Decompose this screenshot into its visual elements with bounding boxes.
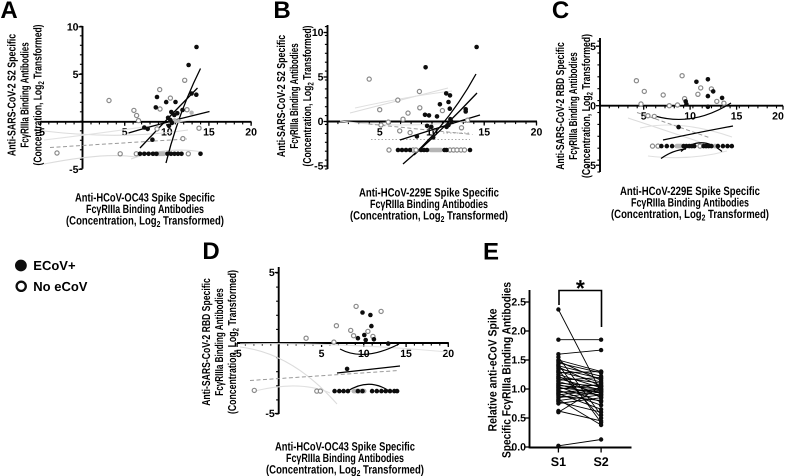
svg-text:FcγRIIIa Binding Antibodies: FcγRIIIa Binding Antibodies xyxy=(19,42,31,147)
svg-text:20: 20 xyxy=(531,127,543,139)
svg-text:5: 5 xyxy=(318,72,324,84)
svg-text:5: 5 xyxy=(590,41,596,53)
svg-text:Anti-HCoV-229E Spike Specific: Anti-HCoV-229E Spike Specific xyxy=(359,186,499,200)
svg-text:FcγRIIIa Binding Antibodies: FcγRIIIa Binding Antibodies xyxy=(286,451,404,465)
svg-text:S1: S1 xyxy=(551,455,566,469)
svg-text:20: 20 xyxy=(772,111,784,123)
svg-text:Anti-HCoV-229E Spike Specific: Anti-HCoV-229E Spike Specific xyxy=(620,184,760,198)
svg-text:ECoV+: ECoV+ xyxy=(33,258,76,273)
svg-text:(Concentration, Log2 Transform: (Concentration, Log2 Transformed) xyxy=(611,207,769,223)
svg-text:Anti-HCoV-OC43 Spike Specific: Anti-HCoV-OC43 Spike Specific xyxy=(275,440,415,454)
svg-text:10: 10 xyxy=(67,22,79,34)
svg-text:15: 15 xyxy=(731,111,743,123)
svg-text:5: 5 xyxy=(641,111,647,123)
svg-text:B: B xyxy=(273,0,290,24)
svg-text:5: 5 xyxy=(269,267,275,279)
svg-text:-5: -5 xyxy=(232,348,241,360)
svg-text:2.5: 2.5 xyxy=(511,297,526,309)
svg-text:No eCoV: No eCoV xyxy=(33,279,88,294)
svg-text:-5: -5 xyxy=(36,127,45,139)
svg-text:Anti-SARS-CoV-2 S2 Specific: Anti-SARS-CoV-2 S2 Specific xyxy=(276,34,288,157)
svg-text:(Concentration, Log2 Transform: (Concentration, Log2 Transformed) xyxy=(227,270,241,414)
svg-text:10: 10 xyxy=(684,111,696,123)
svg-text:FcγRIIIa Binding Antibodies: FcγRIIIa Binding Antibodies xyxy=(370,197,488,211)
svg-text:2.0: 2.0 xyxy=(511,326,526,338)
svg-text:(Concentration, Log2 Transform: (Concentration, Log2 Transformed) xyxy=(581,34,595,178)
svg-text:Anti-HCoV-OC43 Spike Specific: Anti-HCoV-OC43 Spike Specific xyxy=(75,191,215,205)
svg-text:FcγRIIIa Binding Antibodies: FcγRIIIa Binding Antibodies xyxy=(86,202,204,216)
svg-text:0: 0 xyxy=(590,100,596,112)
svg-text:Anti-SARS-CoV-2 S2 Specific: Anti-SARS-CoV-2 S2 Specific xyxy=(6,33,18,156)
svg-text:A: A xyxy=(0,0,17,24)
svg-text:(Concentration, Log2 Transform: (Concentration, Log2 Transformed) xyxy=(302,25,316,166)
svg-text:*: * xyxy=(576,275,585,301)
svg-text:(Concentration, Log2 Transform: (Concentration, Log2 Transformed) xyxy=(266,463,424,476)
svg-text:Anti-SARS-CoV-2 RBD Specific: Anti-SARS-CoV-2 RBD Specific xyxy=(201,278,213,406)
svg-text:5: 5 xyxy=(319,348,325,360)
svg-text:5: 5 xyxy=(73,69,79,81)
svg-text:-5: -5 xyxy=(314,161,323,173)
svg-text:10: 10 xyxy=(426,127,438,139)
svg-text:0.0: 0.0 xyxy=(511,442,526,454)
svg-text:FcγRIIIa Binding Antibodies: FcγRIIIa Binding Antibodies xyxy=(289,43,301,148)
svg-text:(Concentration, Log2 Transform: (Concentration, Log2 Transformed) xyxy=(32,24,46,165)
svg-text:Anti-SARS-CoV-2 RBD Specific: Anti-SARS-CoV-2 RBD Specific xyxy=(555,42,567,170)
svg-text:FcγRIIIa Binding Antibodies: FcγRIIIa Binding Antibodies xyxy=(568,52,580,160)
svg-text:Specific FcγRIIIa Binding Anti: Specific FcγRIIIa Binding Antibodies xyxy=(500,282,514,458)
svg-text:D: D xyxy=(202,238,219,265)
svg-text:-5: -5 xyxy=(69,164,78,176)
svg-text:-5: -5 xyxy=(587,160,596,172)
svg-text:1.5: 1.5 xyxy=(511,355,526,367)
svg-text:15: 15 xyxy=(478,127,490,139)
svg-text:-5: -5 xyxy=(265,408,274,420)
svg-text:0: 0 xyxy=(318,116,324,128)
svg-text:(Concentration, Log2 Transform: (Concentration, Log2 Transformed) xyxy=(66,214,224,230)
svg-text:FcγRIIIa Binding Antibodies: FcγRIIIa Binding Antibodies xyxy=(631,196,749,210)
svg-text:S2: S2 xyxy=(593,455,608,469)
svg-text:10: 10 xyxy=(312,27,324,39)
svg-text:(Concentration, Log2 Transform: (Concentration, Log2 Transformed) xyxy=(350,209,508,225)
svg-text:15: 15 xyxy=(400,348,412,360)
svg-text:5: 5 xyxy=(122,127,128,139)
svg-text:1.0: 1.0 xyxy=(511,384,526,396)
svg-text:FcγRIIIa Binding Antibodies: FcγRIIIa Binding Antibodies xyxy=(214,288,226,396)
svg-text:0.5: 0.5 xyxy=(511,413,526,425)
svg-text:C: C xyxy=(552,0,569,24)
svg-text:15: 15 xyxy=(203,127,215,139)
svg-text:E: E xyxy=(483,238,499,265)
svg-text:20: 20 xyxy=(442,348,454,360)
svg-text:Relative anti-eCoV Spike: Relative anti-eCoV Spike xyxy=(485,308,499,431)
svg-text:5: 5 xyxy=(377,127,383,139)
svg-text:20: 20 xyxy=(245,127,257,139)
